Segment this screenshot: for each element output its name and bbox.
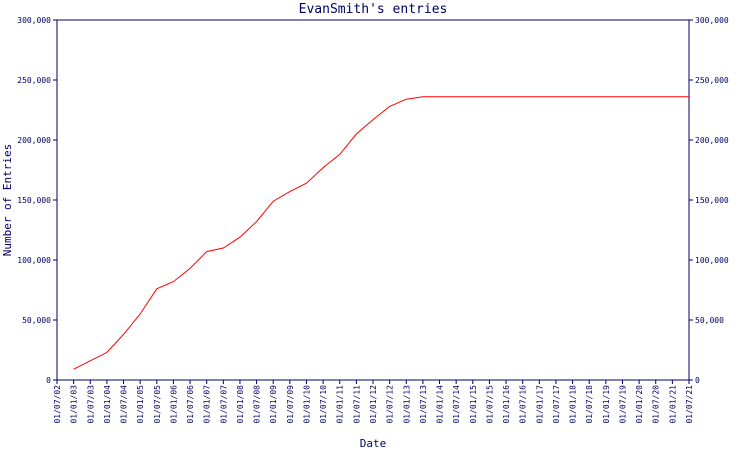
x-tick-label: 01/07/15 [485, 385, 494, 424]
y2-tick-label: 0 [695, 376, 700, 385]
x-tick-label: 01/07/02 [53, 385, 62, 424]
x-tick-label: 01/07/06 [186, 385, 195, 424]
x-tick-label: 01/01/05 [136, 385, 145, 424]
y-tick-label: 200,000 [17, 136, 51, 145]
x-tick-label: 01/07/16 [519, 385, 528, 424]
y-tick-label: 250,000 [17, 76, 51, 85]
x-tick-label: 01/01/11 [336, 385, 345, 424]
x-tick-label: 01/01/14 [436, 385, 445, 424]
x-tick-label: 01/07/03 [86, 385, 95, 424]
x-tick-label: 01/07/14 [452, 385, 461, 424]
y-tick-label: 150,000 [17, 196, 51, 205]
y-tick-label: 300,000 [17, 16, 51, 25]
x-tick-label: 01/07/21 [685, 385, 694, 424]
y2-tick-label: 100,000 [695, 256, 729, 265]
x-tick-label: 01/07/10 [319, 385, 328, 424]
x-tick-label: 01/01/03 [70, 385, 79, 424]
y-tick-label: 0 [46, 376, 51, 385]
plot-frame [56, 19, 690, 381]
y2-tick-label: 300,000 [695, 16, 729, 25]
x-tick-label: 01/01/15 [469, 385, 478, 424]
x-tick-label: 01/07/11 [352, 385, 361, 424]
x-tick-label: 01/07/04 [120, 385, 129, 424]
x-tick-label: 01/07/13 [419, 385, 428, 424]
y-tick-label: 50,000 [22, 316, 51, 325]
x-tick-label: 01/07/20 [652, 385, 661, 424]
y2-tick-label: 200,000 [695, 136, 729, 145]
y-axis-label: Number of Entries [1, 144, 14, 257]
x-tick-label: 01/07/19 [618, 385, 627, 424]
x-tick-label: 01/01/08 [236, 385, 245, 424]
x-tick-label: 01/01/13 [402, 385, 411, 424]
y2-tick-label: 150,000 [695, 196, 729, 205]
x-tick-label: 01/01/16 [502, 385, 511, 424]
x-tick-label: 01/07/18 [585, 385, 594, 424]
x-tick-label: 01/01/21 [668, 385, 677, 424]
x-tick-label: 01/07/05 [153, 385, 162, 424]
x-tick-label: 01/01/17 [535, 385, 544, 424]
x-tick-label: 01/01/12 [369, 385, 378, 424]
x-tick-label: 01/01/18 [569, 385, 578, 424]
x-tick-label: 01/01/19 [602, 385, 611, 424]
x-tick-label: 01/07/12 [386, 385, 395, 424]
x-tick-label: 01/07/07 [219, 385, 228, 424]
chart-title: EvanSmith's entries [299, 2, 448, 17]
x-tick-label: 01/01/07 [203, 385, 212, 424]
x-tick-label: 01/01/04 [103, 385, 112, 424]
x-axis-label: Date [360, 437, 387, 450]
x-tick-label: 01/07/09 [286, 385, 295, 424]
x-tick-label: 01/07/17 [552, 385, 561, 424]
y2-tick-label: 250,000 [695, 76, 729, 85]
y2-tick-label: 50,000 [695, 316, 724, 325]
data-line [73, 96, 689, 370]
x-tick-label: 01/01/09 [269, 385, 278, 424]
x-tick-label: 01/01/06 [169, 385, 178, 424]
y-tick-label: 100,000 [17, 256, 51, 265]
x-tick-label: 01/01/10 [302, 385, 311, 424]
x-tick-label: 01/07/08 [253, 385, 262, 424]
x-tick-label: 01/01/20 [635, 385, 644, 424]
